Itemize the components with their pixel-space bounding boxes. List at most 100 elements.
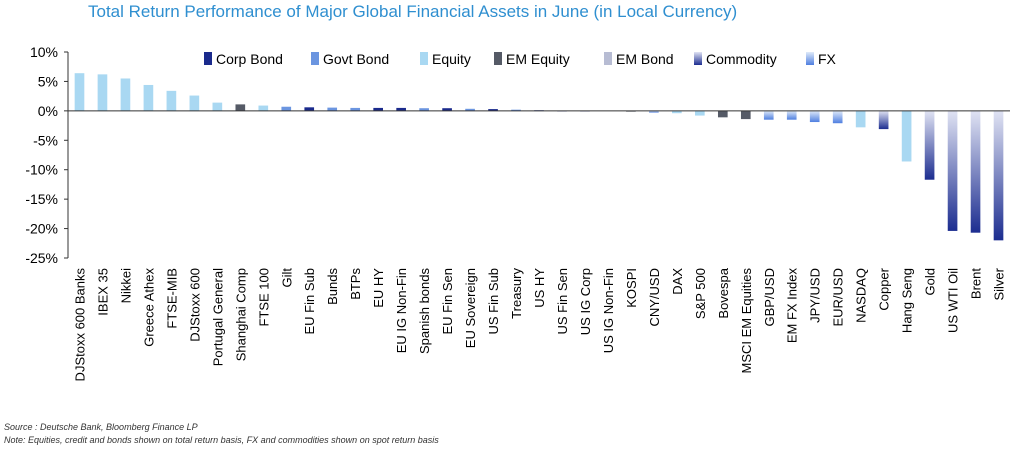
legend-label: EM Bond bbox=[616, 51, 674, 67]
x-tick-label: BTPs bbox=[348, 268, 363, 300]
legend-item-em_bond: EM Bond bbox=[604, 51, 674, 67]
bar-3 bbox=[143, 84, 154, 111]
x-tick-label: MSCI EM Equities bbox=[739, 268, 754, 374]
legend-swatch bbox=[311, 52, 319, 65]
x-tick-label: FTSE-MIB bbox=[164, 268, 179, 329]
x-tick-label: DJStoxx 600 Banks bbox=[72, 268, 87, 382]
legend-label: EM Equity bbox=[506, 51, 570, 67]
x-tick-label: Hang Seng bbox=[900, 268, 915, 333]
x-tick-label: FTSE 100 bbox=[256, 268, 271, 327]
legend-swatch bbox=[694, 52, 702, 65]
legend-item-govt: Govt Bond bbox=[311, 51, 389, 67]
y-tick-label: 10% bbox=[30, 44, 58, 60]
legend-swatch bbox=[204, 52, 212, 65]
y-tick-label: -10% bbox=[25, 162, 58, 178]
x-tick-label: Portugal General bbox=[210, 268, 225, 366]
bar-19 bbox=[511, 109, 521, 111]
footnote: Note: Equities, credit and bonds shown o… bbox=[4, 435, 439, 445]
bar-1 bbox=[97, 74, 108, 111]
bar-27 bbox=[695, 110, 705, 116]
x-tick-label: Spanish bonds bbox=[417, 268, 432, 355]
bar-26 bbox=[672, 110, 682, 114]
x-tick-label: Gilt bbox=[279, 268, 294, 288]
x-tick-label: US WTI Oil bbox=[946, 268, 961, 333]
bar-36 bbox=[901, 110, 912, 162]
x-tick-label: Bovespa bbox=[716, 267, 731, 318]
legend-swatch bbox=[420, 52, 428, 65]
x-tick-label: GBP/USD bbox=[762, 268, 777, 327]
legend-swatch bbox=[494, 52, 502, 65]
chart-title: Total Return Performance of Major Global… bbox=[88, 2, 738, 21]
y-tick-label: -25% bbox=[25, 250, 58, 266]
x-tick-label: US HY bbox=[532, 268, 547, 308]
x-tick-label: Greece Athex bbox=[141, 268, 156, 347]
bar-9 bbox=[281, 106, 292, 111]
y-tick-label: -5% bbox=[33, 132, 58, 148]
bar-6 bbox=[212, 102, 223, 111]
x-tick-label: Gold bbox=[923, 268, 938, 295]
bar-0 bbox=[74, 73, 85, 111]
bar-38 bbox=[947, 110, 958, 231]
x-tick-label: JPY/USD bbox=[808, 268, 823, 323]
x-tick-label: Nikkei bbox=[118, 268, 133, 304]
bar-4 bbox=[166, 90, 177, 111]
x-tick-label: EU Fin Sen bbox=[440, 268, 455, 334]
x-tick-label: US IG Corp bbox=[578, 268, 593, 335]
bar-11 bbox=[327, 107, 338, 111]
bar-12 bbox=[350, 107, 361, 111]
legend-swatch bbox=[604, 52, 612, 65]
bar-18 bbox=[488, 109, 498, 111]
legend-label: Equity bbox=[432, 51, 471, 67]
bar-10 bbox=[304, 107, 315, 111]
bar-17 bbox=[465, 108, 475, 111]
bar-chart: 10% 5% 0% -5% -10% -15% -20% -25% DJStoxx 600 B… bbox=[25, 44, 1010, 381]
x-tick-label: US IG Non-Fin bbox=[601, 268, 616, 353]
bar-37 bbox=[924, 110, 935, 180]
x-tick-label: Bunds bbox=[325, 268, 340, 305]
legend-item-commodity: Commodity bbox=[694, 51, 777, 67]
bars bbox=[68, 73, 1010, 241]
bar-30 bbox=[763, 110, 774, 120]
bar-16 bbox=[442, 108, 452, 111]
x-tick-label: Brent bbox=[969, 268, 984, 299]
source-note: Source : Deutsche Bank, Bloomberg Financ… bbox=[4, 422, 198, 432]
bar-32 bbox=[809, 110, 820, 123]
bar-34 bbox=[855, 110, 866, 128]
bar-29 bbox=[740, 110, 751, 120]
x-tick-label: CNY/USD bbox=[647, 268, 662, 327]
x-tick-label: DAX bbox=[670, 268, 685, 295]
legend: Corp Bond Govt Bond Equity EM Equity EM Bond… bbox=[204, 51, 837, 67]
bar-15 bbox=[419, 108, 429, 111]
bar-5 bbox=[189, 95, 200, 111]
legend-label: FX bbox=[818, 51, 837, 67]
legend-swatch bbox=[806, 52, 814, 65]
x-tick-label: IBEX 35 bbox=[95, 268, 110, 316]
y-tick-label: -20% bbox=[25, 221, 58, 237]
bar-35 bbox=[878, 110, 889, 130]
legend-item-em_equity: EM Equity bbox=[494, 51, 570, 67]
y-axis: 10% 5% 0% -5% -10% -15% -20% -25% bbox=[25, 44, 69, 266]
x-tick-label: EM FX Index bbox=[785, 268, 800, 344]
bar-2 bbox=[120, 78, 131, 111]
bar-25 bbox=[649, 110, 659, 113]
legend-label: Commodity bbox=[706, 51, 777, 67]
bar-39 bbox=[970, 110, 981, 233]
bar-40 bbox=[993, 110, 1004, 241]
y-tick-label: 5% bbox=[38, 73, 58, 89]
x-tick-label: KOSPI bbox=[624, 268, 639, 308]
legend-item-equity: Equity bbox=[420, 51, 471, 67]
x-tick-label: EUR/USD bbox=[831, 268, 846, 327]
bar-7 bbox=[235, 104, 246, 111]
bar-33 bbox=[832, 110, 843, 124]
x-tick-label: Copper bbox=[877, 267, 892, 310]
x-tick-label: NASDAQ bbox=[854, 268, 869, 323]
bar-31 bbox=[786, 110, 797, 120]
legend-item-corp: Corp Bond bbox=[204, 51, 283, 67]
x-tick-label: EU Fin Sub bbox=[302, 268, 317, 334]
bar-14 bbox=[396, 107, 406, 111]
x-axis-labels: DJStoxx 600 Banks IBEX 35 Nikkei Greece Ath… bbox=[72, 267, 1006, 381]
x-tick-label: US Fin Sub bbox=[486, 268, 501, 334]
x-tick-label: EU HY bbox=[371, 268, 386, 308]
legend-item-fx: FX bbox=[806, 51, 837, 67]
x-tick-label: Shanghai Comp bbox=[233, 268, 248, 361]
